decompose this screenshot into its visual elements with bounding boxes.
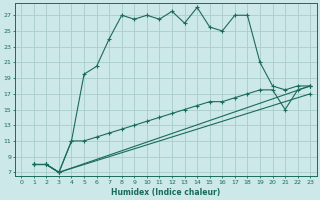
X-axis label: Humidex (Indice chaleur): Humidex (Indice chaleur) (111, 188, 220, 197)
